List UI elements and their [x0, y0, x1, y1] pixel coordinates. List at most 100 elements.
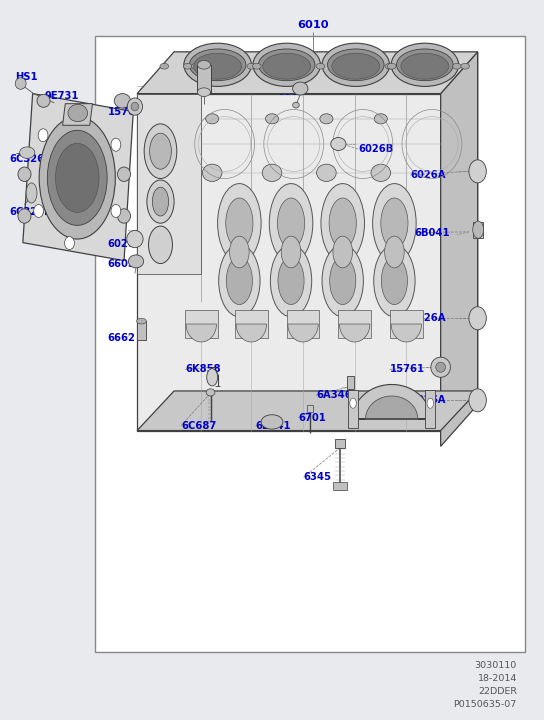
Text: 6026A: 6026A — [410, 313, 446, 323]
Polygon shape — [235, 310, 268, 338]
Text: 6C326B: 6C326B — [10, 207, 52, 217]
Bar — [307, 405, 313, 412]
Ellipse shape — [278, 257, 304, 305]
Polygon shape — [186, 324, 217, 342]
Polygon shape — [339, 324, 370, 342]
Ellipse shape — [397, 49, 453, 81]
Ellipse shape — [230, 236, 249, 268]
Ellipse shape — [281, 236, 301, 268]
Ellipse shape — [265, 114, 279, 124]
Ellipse shape — [226, 257, 252, 305]
Ellipse shape — [218, 184, 261, 263]
Text: 9E731: 9E731 — [45, 91, 79, 101]
Ellipse shape — [15, 78, 26, 89]
Ellipse shape — [252, 63, 261, 69]
Ellipse shape — [111, 138, 121, 151]
Ellipse shape — [331, 138, 346, 150]
Polygon shape — [137, 391, 478, 431]
Ellipse shape — [149, 226, 172, 264]
Text: 15761: 15761 — [108, 107, 143, 117]
Ellipse shape — [473, 221, 484, 238]
Ellipse shape — [381, 198, 408, 248]
Polygon shape — [23, 94, 133, 261]
Polygon shape — [391, 324, 422, 342]
Ellipse shape — [247, 63, 256, 69]
Ellipse shape — [469, 160, 486, 183]
Ellipse shape — [317, 164, 336, 181]
Text: HS1: HS1 — [15, 72, 38, 82]
Text: 22DDER: 22DDER — [478, 688, 517, 696]
Text: 6605: 6605 — [107, 259, 135, 269]
Ellipse shape — [387, 63, 396, 69]
Ellipse shape — [191, 63, 200, 69]
Text: 6026B: 6026B — [358, 144, 393, 154]
Ellipse shape — [322, 43, 390, 86]
Ellipse shape — [321, 184, 364, 263]
Polygon shape — [390, 310, 423, 338]
Ellipse shape — [329, 198, 356, 248]
Text: 6010: 6010 — [297, 20, 329, 30]
Bar — [347, 376, 354, 389]
Text: 6C515: 6C515 — [75, 184, 110, 194]
Polygon shape — [288, 324, 318, 342]
Polygon shape — [366, 396, 418, 419]
Ellipse shape — [453, 63, 461, 69]
Polygon shape — [441, 52, 478, 431]
Ellipse shape — [184, 43, 251, 86]
Ellipse shape — [469, 389, 486, 412]
Text: 6C326A: 6C326A — [10, 154, 53, 164]
Bar — [473, 222, 483, 238]
Ellipse shape — [197, 60, 211, 69]
Ellipse shape — [261, 415, 283, 429]
Ellipse shape — [114, 94, 131, 108]
Ellipse shape — [322, 245, 363, 317]
Ellipse shape — [374, 245, 415, 317]
Ellipse shape — [263, 53, 311, 79]
Ellipse shape — [111, 204, 121, 217]
Ellipse shape — [206, 389, 215, 396]
Text: P0150635-07: P0150635-07 — [454, 701, 517, 709]
Ellipse shape — [385, 63, 394, 69]
Ellipse shape — [293, 82, 308, 95]
Ellipse shape — [197, 88, 211, 96]
Polygon shape — [185, 310, 218, 338]
Text: 6B041: 6B041 — [256, 421, 291, 431]
Ellipse shape — [461, 63, 469, 69]
Text: 6397: 6397 — [165, 84, 193, 94]
Ellipse shape — [219, 245, 260, 317]
Text: 15761: 15761 — [390, 364, 425, 374]
Text: 6C687: 6C687 — [181, 420, 217, 431]
Ellipse shape — [80, 106, 90, 119]
Ellipse shape — [206, 114, 219, 124]
Ellipse shape — [152, 187, 169, 216]
Ellipse shape — [131, 102, 139, 111]
Ellipse shape — [373, 184, 416, 263]
Bar — [95, 36, 525, 652]
Text: 6026A: 6026A — [410, 170, 446, 180]
Ellipse shape — [277, 198, 305, 248]
Polygon shape — [338, 310, 371, 338]
Ellipse shape — [18, 209, 31, 223]
Ellipse shape — [189, 49, 246, 81]
Ellipse shape — [436, 362, 446, 372]
Polygon shape — [353, 384, 431, 419]
Ellipse shape — [202, 164, 222, 181]
Ellipse shape — [391, 43, 459, 86]
Ellipse shape — [39, 117, 115, 239]
Ellipse shape — [26, 183, 37, 203]
Ellipse shape — [127, 98, 143, 115]
Polygon shape — [333, 482, 347, 490]
Polygon shape — [441, 52, 478, 446]
Ellipse shape — [34, 204, 44, 217]
Text: 6701: 6701 — [298, 413, 326, 423]
Text: 18-2014: 18-2014 — [478, 675, 517, 683]
Polygon shape — [137, 94, 201, 274]
Text: 6662: 6662 — [107, 333, 135, 343]
Ellipse shape — [137, 318, 146, 324]
Ellipse shape — [118, 167, 131, 181]
Text: 6345: 6345 — [304, 472, 331, 482]
Ellipse shape — [385, 236, 404, 268]
Text: 6605: 6605 — [277, 87, 305, 97]
Ellipse shape — [194, 53, 242, 79]
Ellipse shape — [20, 147, 35, 158]
